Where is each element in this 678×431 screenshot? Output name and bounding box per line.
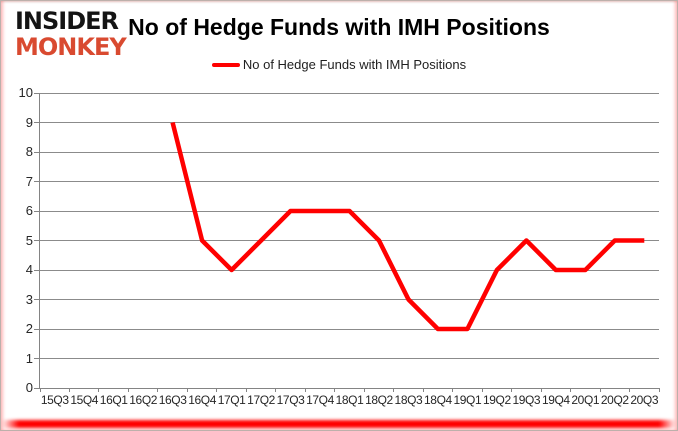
x-axis-label-16Q4: 16Q4 <box>188 393 216 407</box>
x-axis-label-17Q1: 17Q1 <box>217 393 246 407</box>
gridline-y-1 <box>40 358 659 359</box>
y-axis-label: 10 <box>18 85 33 100</box>
logo-text-monkey: MONKEY <box>15 33 127 61</box>
gridline-y-3 <box>40 299 659 300</box>
logo-text-insider: INSIDER <box>15 7 119 35</box>
legend-label: No of Hedge Funds with IMH Positions <box>242 57 467 73</box>
y-axis-tick <box>34 92 39 94</box>
y-axis-tick <box>34 240 39 241</box>
y-axis-label: 2 <box>25 321 33 336</box>
x-axis-label-15Q4: 15Q4 <box>70 393 99 407</box>
x-axis-tick <box>275 388 277 392</box>
chart-title: No of Hedge Funds with IMH Positions <box>128 14 550 40</box>
x-axis-tick <box>452 388 454 392</box>
x-axis-tick <box>393 388 395 392</box>
x-axis-label-16Q1: 16Q1 <box>99 393 128 407</box>
legend: No of Hedge Funds with IMH Positions <box>1 56 677 72</box>
x-axis-label-17Q2: 17Q2 <box>247 393 275 407</box>
y-axis-tick <box>34 181 39 182</box>
x-axis-label-19Q2: 19Q2 <box>482 393 511 407</box>
y-axis-label: 6 <box>25 203 33 218</box>
x-axis-tick <box>570 388 572 392</box>
x-axis-tick <box>540 388 542 392</box>
red-glow-border <box>2 420 676 428</box>
plot-area: 0 1 2 3 4 5 6 7 8 9 10 15Q3 15Q4 16Q1 16Q2 16Q3 16Q4 17Q1… <box>19 86 660 407</box>
x-axis-tick <box>363 388 365 392</box>
gridline-y-5 <box>40 240 659 241</box>
legend-line-swatch <box>211 62 240 67</box>
x-axis-label-19Q3: 19Q3 <box>512 393 541 407</box>
y-axis-label: 4 <box>25 262 33 277</box>
y-axis-label: 5 <box>25 232 33 248</box>
x-axis-label-20Q2: 20Q2 <box>600 393 629 407</box>
y-axis-tick <box>34 328 39 330</box>
x-axis-label-16Q2: 16Q2 <box>129 393 158 407</box>
y-axis-label: 8 <box>25 144 33 159</box>
gridline-y-9 <box>40 122 659 123</box>
x-axis-tick <box>39 388 41 392</box>
x-axis-tick <box>629 388 631 392</box>
x-axis-label-19Q4: 19Q4 <box>541 393 570 407</box>
y-axis-tick <box>34 122 39 123</box>
y-axis-tick <box>34 151 39 153</box>
x-axis-tick <box>157 388 159 392</box>
x-axis-tick <box>511 388 513 392</box>
x-axis-label-19Q1: 19Q1 <box>453 393 482 407</box>
x-axis-label-18Q4: 18Q4 <box>424 393 452 407</box>
y-axis-label: 1 <box>25 350 33 366</box>
y-axis-label: 9 <box>25 114 33 130</box>
x-axis-tick <box>599 388 601 392</box>
x-axis-tick <box>334 388 336 392</box>
x-axis-label-20Q3: 20Q3 <box>630 393 659 407</box>
x-axis-tick <box>186 388 188 392</box>
y-axis-label: 3 <box>25 291 33 307</box>
x-axis-tick <box>68 388 70 392</box>
y-axis-label: 7 <box>25 173 33 189</box>
y-axis-tick <box>34 210 39 212</box>
x-axis-label-16Q3: 16Q3 <box>158 393 187 407</box>
x-axis-tick <box>216 388 218 392</box>
x-axis-label-17Q4: 17Q4 <box>306 393 334 407</box>
gridline-y-8 <box>40 151 659 153</box>
x-axis-tick <box>245 388 247 392</box>
x-axis-label-18Q3: 18Q3 <box>394 393 423 407</box>
y-axis-tick <box>34 387 39 389</box>
x-axis-label-17Q3: 17Q3 <box>276 393 305 407</box>
x-axis-label-18Q2: 18Q2 <box>365 393 393 407</box>
y-axis-label: 0 <box>25 380 33 395</box>
x-axis-tick <box>422 388 424 392</box>
insider-monkey-logo: INSIDER MONKEY <box>15 9 155 59</box>
x-axis-tick <box>481 388 483 392</box>
y-axis-tick <box>34 358 39 359</box>
y-axis-tick <box>34 269 39 271</box>
x-axis-label-20Q1: 20Q1 <box>571 393 600 407</box>
x-axis-label-15Q3: 15Q3 <box>40 393 69 407</box>
series-layer <box>170 121 645 332</box>
x-axis-tick <box>658 388 660 392</box>
series-line <box>170 121 645 332</box>
x-axis-tick <box>98 388 100 392</box>
y-axis-tick <box>34 299 39 300</box>
x-axis-tick <box>304 388 306 392</box>
gridline-y-2 <box>40 328 659 330</box>
x-axis-label-18Q1: 18Q1 <box>335 393 364 407</box>
gridline-y-7 <box>40 181 659 182</box>
gridline-y-10 <box>40 92 659 94</box>
gridline-y-4 <box>40 269 659 271</box>
x-axis-tick <box>127 388 129 392</box>
